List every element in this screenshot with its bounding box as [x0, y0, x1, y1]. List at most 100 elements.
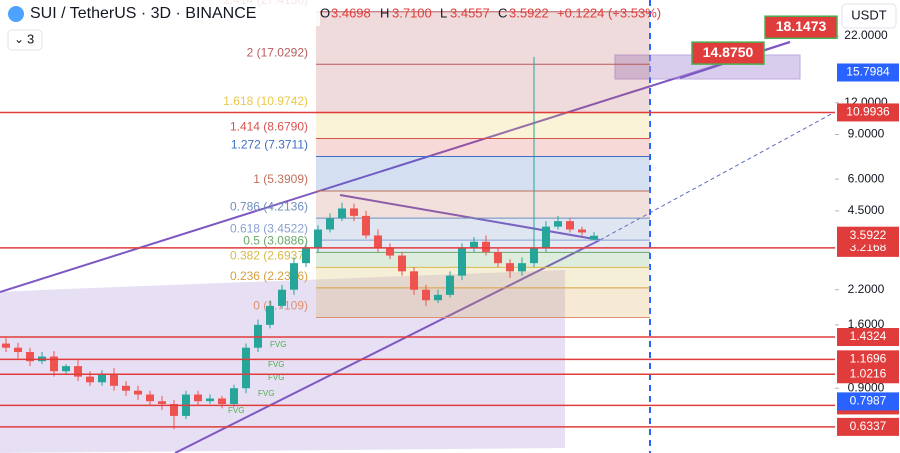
fib-band	[316, 252, 650, 268]
candle-body	[62, 366, 70, 372]
fvg-tags: FVG FVG FVG FVG FVG	[228, 340, 286, 415]
y-tick-label: 9.0000	[848, 127, 885, 141]
candle-body	[350, 208, 358, 216]
y-tick-label: 6.0000	[848, 171, 885, 185]
level-badge	[837, 103, 899, 122]
candle-body	[218, 398, 226, 404]
level-badge-label: 1.1696	[850, 352, 887, 366]
level-badge-label: 0.6337	[850, 419, 887, 433]
fib-label: 0.382 (2.6937)	[230, 249, 308, 263]
callout-label: 18.1473	[776, 18, 827, 34]
candle-body	[590, 235, 598, 240]
candle-body	[2, 343, 10, 348]
candle-body	[542, 226, 550, 249]
fib-band	[316, 64, 650, 113]
candle-body	[434, 294, 442, 301]
fib-label: 1.414 (8.6790)	[230, 120, 308, 134]
price-badge-label: 15.7984	[846, 65, 890, 79]
candle-body	[134, 390, 142, 395]
fib-label: 1.618 (10.9742)	[223, 94, 308, 108]
candle-body	[50, 356, 58, 372]
candle-body	[446, 275, 454, 295]
candle-body	[98, 374, 106, 383]
ohlc-change: +0.1224 (+3.53%)	[557, 5, 661, 20]
fib-band	[316, 190, 650, 219]
price-badge	[837, 226, 899, 245]
currency: USDT	[851, 7, 886, 22]
candle-body	[458, 248, 466, 276]
level-badge-label: 1.4324	[850, 329, 887, 343]
fib-band	[316, 267, 650, 288]
candle-body	[374, 235, 382, 249]
fvg-label: FVG	[228, 406, 244, 415]
candle-body	[254, 324, 262, 348]
level-badge-label: 10.9936	[846, 105, 890, 119]
ohlc-c-key: C	[498, 5, 507, 20]
fib-label: 2 (17.0292)	[247, 45, 308, 59]
level-badge	[837, 350, 899, 369]
fvg-label: FVG	[268, 360, 284, 369]
level-badge	[837, 365, 899, 384]
indicator-toggle[interactable]	[7, 29, 43, 51]
fib-band	[316, 287, 650, 318]
candles	[2, 56, 598, 430]
candle-body	[110, 374, 118, 386]
header-bg	[0, 0, 320, 26]
candle-body	[194, 394, 202, 402]
candle-body	[242, 347, 250, 389]
candle-body	[146, 394, 154, 402]
indicator-count: 3	[27, 31, 34, 46]
y-tick-label: 22.0000	[844, 28, 888, 42]
candle-body	[494, 251, 502, 264]
fib-retracement: 2.414 (27.4156)2 (17.0292)1.618 (10.9742…	[223, 0, 650, 318]
level-badge	[837, 328, 899, 347]
symbol: SUI / TetherUS · 3D · BINANCE	[30, 5, 256, 22]
ohlc-h-key: H	[380, 5, 389, 20]
fib-label: 1.272 (7.3711)	[231, 138, 308, 152]
fib-label: 0.236 (2.2376)	[230, 269, 308, 283]
candle-body	[398, 255, 406, 272]
ohlc-l-key: L	[440, 5, 447, 20]
trend-line	[174, 239, 601, 453]
candle-body	[122, 385, 130, 391]
currency-button[interactable]	[841, 3, 897, 29]
candle-body	[170, 403, 178, 416]
fib-label: 0.618 (3.4522)	[230, 221, 308, 235]
candle-body	[86, 376, 94, 383]
price-levels	[0, 111, 835, 428]
callout-box	[764, 15, 838, 39]
candle-body	[230, 388, 238, 404]
candle-body	[278, 289, 286, 306]
y-axis: 22.000012.00009.00006.00004.50002.20001.…	[835, 28, 899, 436]
candle-body	[326, 218, 334, 230]
fib-band	[316, 11, 650, 65]
trend-line	[339, 194, 601, 241]
ohlc-o-key: O	[320, 5, 330, 20]
fvg-label: FVG	[258, 389, 274, 398]
candle-body	[302, 248, 310, 264]
candle-body	[482, 241, 490, 252]
y-tick-label: 2.2000	[848, 282, 885, 296]
candle-body	[422, 289, 430, 301]
fvg-label: FVG	[268, 373, 284, 382]
candle-body	[338, 208, 346, 219]
candle-body	[14, 347, 22, 353]
level-badge	[837, 417, 899, 436]
price-badge	[837, 63, 899, 82]
callout-label: 14.8750	[703, 44, 754, 60]
candle-body	[554, 221, 562, 227]
symbol-logo	[8, 6, 24, 22]
callouts: 14.8750 18.1473	[691, 15, 838, 65]
fib-band	[316, 156, 650, 191]
projection-line	[599, 111, 836, 241]
ohlc-o: 3.4698	[331, 5, 371, 20]
candle-body	[362, 215, 370, 236]
candle-body	[410, 271, 418, 290]
trend-line	[0, 41, 791, 293]
candle-body	[530, 248, 538, 264]
fib-label: 1 (5.3909)	[253, 172, 308, 186]
candle-body	[314, 229, 322, 249]
price-badge	[837, 392, 899, 411]
candle-body	[470, 241, 478, 249]
